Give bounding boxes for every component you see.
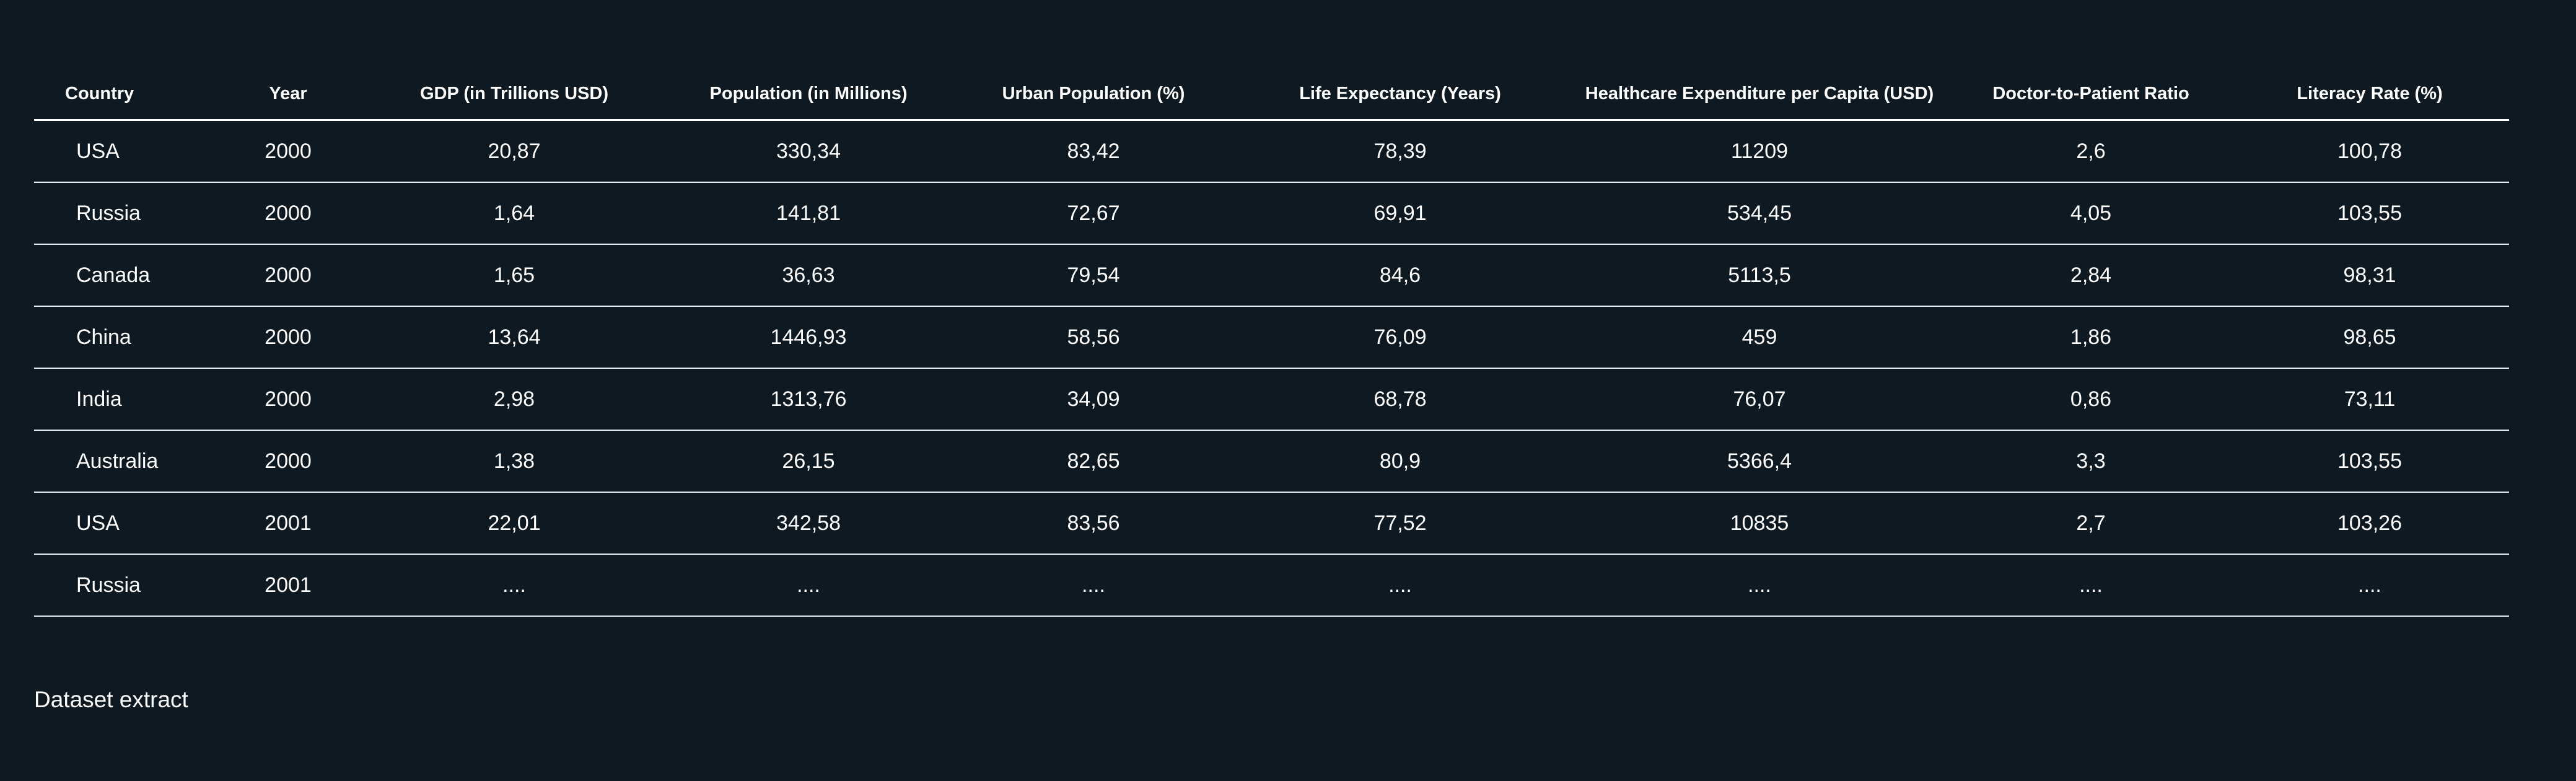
table-cell: 5113,5 [1567, 244, 1952, 307]
table-cell: 1,38 [366, 430, 663, 493]
table-cell: 10835 [1567, 492, 1952, 555]
table-cell: 72,67 [954, 182, 1233, 245]
table-row: Russia 2001 .... .... .... .... .... ...… [34, 554, 2509, 617]
table-cell: 5366,4 [1567, 430, 1952, 493]
table-cell: 2000 [211, 182, 366, 245]
table-cell: 84,6 [1233, 244, 1567, 307]
table-cell: 2,84 [1952, 244, 2230, 307]
table-cell: 2,7 [1952, 492, 2230, 555]
table-cell: .... [663, 554, 954, 617]
table-cell: 2001 [211, 492, 366, 555]
table-cell: 11209 [1567, 120, 1952, 183]
table-cell: 2001 [211, 554, 366, 617]
table-cell: 83,42 [954, 120, 1233, 183]
table-cell: 26,15 [663, 430, 954, 493]
column-header: Country [34, 68, 211, 121]
table-cell: 34,09 [954, 368, 1233, 431]
table-cell: 534,45 [1567, 182, 1952, 245]
column-header: Population (in Millions) [663, 68, 954, 121]
table-cell: Australia [34, 430, 211, 493]
table-cell: 0,86 [1952, 368, 2230, 431]
table-cell: 13,64 [366, 306, 663, 369]
table-row: Australia 2000 1,38 26,15 82,65 80,9 536… [34, 430, 2509, 493]
table-cell: 83,56 [954, 492, 1233, 555]
table-cell: .... [1233, 554, 1567, 617]
table-cell: 2000 [211, 306, 366, 369]
table-cell: 1313,76 [663, 368, 954, 431]
table-cell: Russia [34, 554, 211, 617]
table-cell: 22,01 [366, 492, 663, 555]
table-cell: .... [1952, 554, 2230, 617]
column-header: Year [211, 68, 366, 121]
table-cell: 103,26 [2230, 492, 2509, 555]
table-cell: 1,65 [366, 244, 663, 307]
table-cell: India [34, 368, 211, 431]
table-cell: 2000 [211, 430, 366, 493]
table-cell: .... [2230, 554, 2509, 617]
table-cell: Canada [34, 244, 211, 307]
table-row: China 2000 13,64 1446,93 58,56 76,09 459… [34, 306, 2509, 369]
table-cell: 98,65 [2230, 306, 2509, 369]
table-cell: .... [1567, 554, 1952, 617]
table-cell: 58,56 [954, 306, 1233, 369]
table-cell: 330,34 [663, 120, 954, 183]
table-header-row: Country Year GDP (in Trillions USD) Popu… [34, 68, 2509, 121]
table-cell: 1,86 [1952, 306, 2230, 369]
table-cell: 76,07 [1567, 368, 1952, 431]
dataset-table-container: Country Year GDP (in Trillions USD) Popu… [34, 68, 2509, 617]
table-cell: 73,11 [2230, 368, 2509, 431]
table-cell: 342,58 [663, 492, 954, 555]
table-cell: 103,55 [2230, 430, 2509, 493]
table-cell: 82,65 [954, 430, 1233, 493]
table-cell: 98,31 [2230, 244, 2509, 307]
table-cell: China [34, 306, 211, 369]
table-cell: 2000 [211, 244, 366, 307]
table-cell: 1,64 [366, 182, 663, 245]
table-cell: 80,9 [1233, 430, 1567, 493]
column-header: Literacy Rate (%) [2230, 68, 2509, 121]
table-row: India 2000 2,98 1313,76 34,09 68,78 76,0… [34, 368, 2509, 431]
table-cell: 141,81 [663, 182, 954, 245]
table-cell: 69,91 [1233, 182, 1567, 245]
table-cell: USA [34, 120, 211, 183]
table-cell: 76,09 [1233, 306, 1567, 369]
table-cell: .... [954, 554, 1233, 617]
table-cell: 36,63 [663, 244, 954, 307]
table-cell: .... [366, 554, 663, 617]
table-cell: 77,52 [1233, 492, 1567, 555]
table-cell: 20,87 [366, 120, 663, 183]
table-row: USA 2000 20,87 330,34 83,42 78,39 11209 … [34, 120, 2509, 183]
table-cell: 100,78 [2230, 120, 2509, 183]
table-row: Canada 2000 1,65 36,63 79,54 84,6 5113,5… [34, 244, 2509, 307]
column-header: Healthcare Expenditure per Capita (USD) [1567, 68, 1952, 121]
column-header: GDP (in Trillions USD) [366, 68, 663, 121]
table-cell: 2000 [211, 120, 366, 183]
table-row: USA 2001 22,01 342,58 83,56 77,52 10835 … [34, 492, 2509, 555]
table-caption: Dataset extract [34, 687, 188, 712]
table-cell: 103,55 [2230, 182, 2509, 245]
table-cell: 3,3 [1952, 430, 2230, 493]
dataset-table: Country Year GDP (in Trillions USD) Popu… [34, 68, 2509, 617]
table-cell: 2000 [211, 368, 366, 431]
table-cell: USA [34, 492, 211, 555]
table-cell: 68,78 [1233, 368, 1567, 431]
table-cell: Russia [34, 182, 211, 245]
column-header: Doctor-to-Patient Ratio [1952, 68, 2230, 121]
table-cell: 459 [1567, 306, 1952, 369]
table-cell: 4,05 [1952, 182, 2230, 245]
column-header: Urban Population (%) [954, 68, 1233, 121]
column-header: Life Expectancy (Years) [1233, 68, 1567, 121]
table-cell: 79,54 [954, 244, 1233, 307]
table-cell: 78,39 [1233, 120, 1567, 183]
table-cell: 1446,93 [663, 306, 954, 369]
table-row: Russia 2000 1,64 141,81 72,67 69,91 534,… [34, 182, 2509, 245]
table-cell: 2,6 [1952, 120, 2230, 183]
table-cell: 2,98 [366, 368, 663, 431]
